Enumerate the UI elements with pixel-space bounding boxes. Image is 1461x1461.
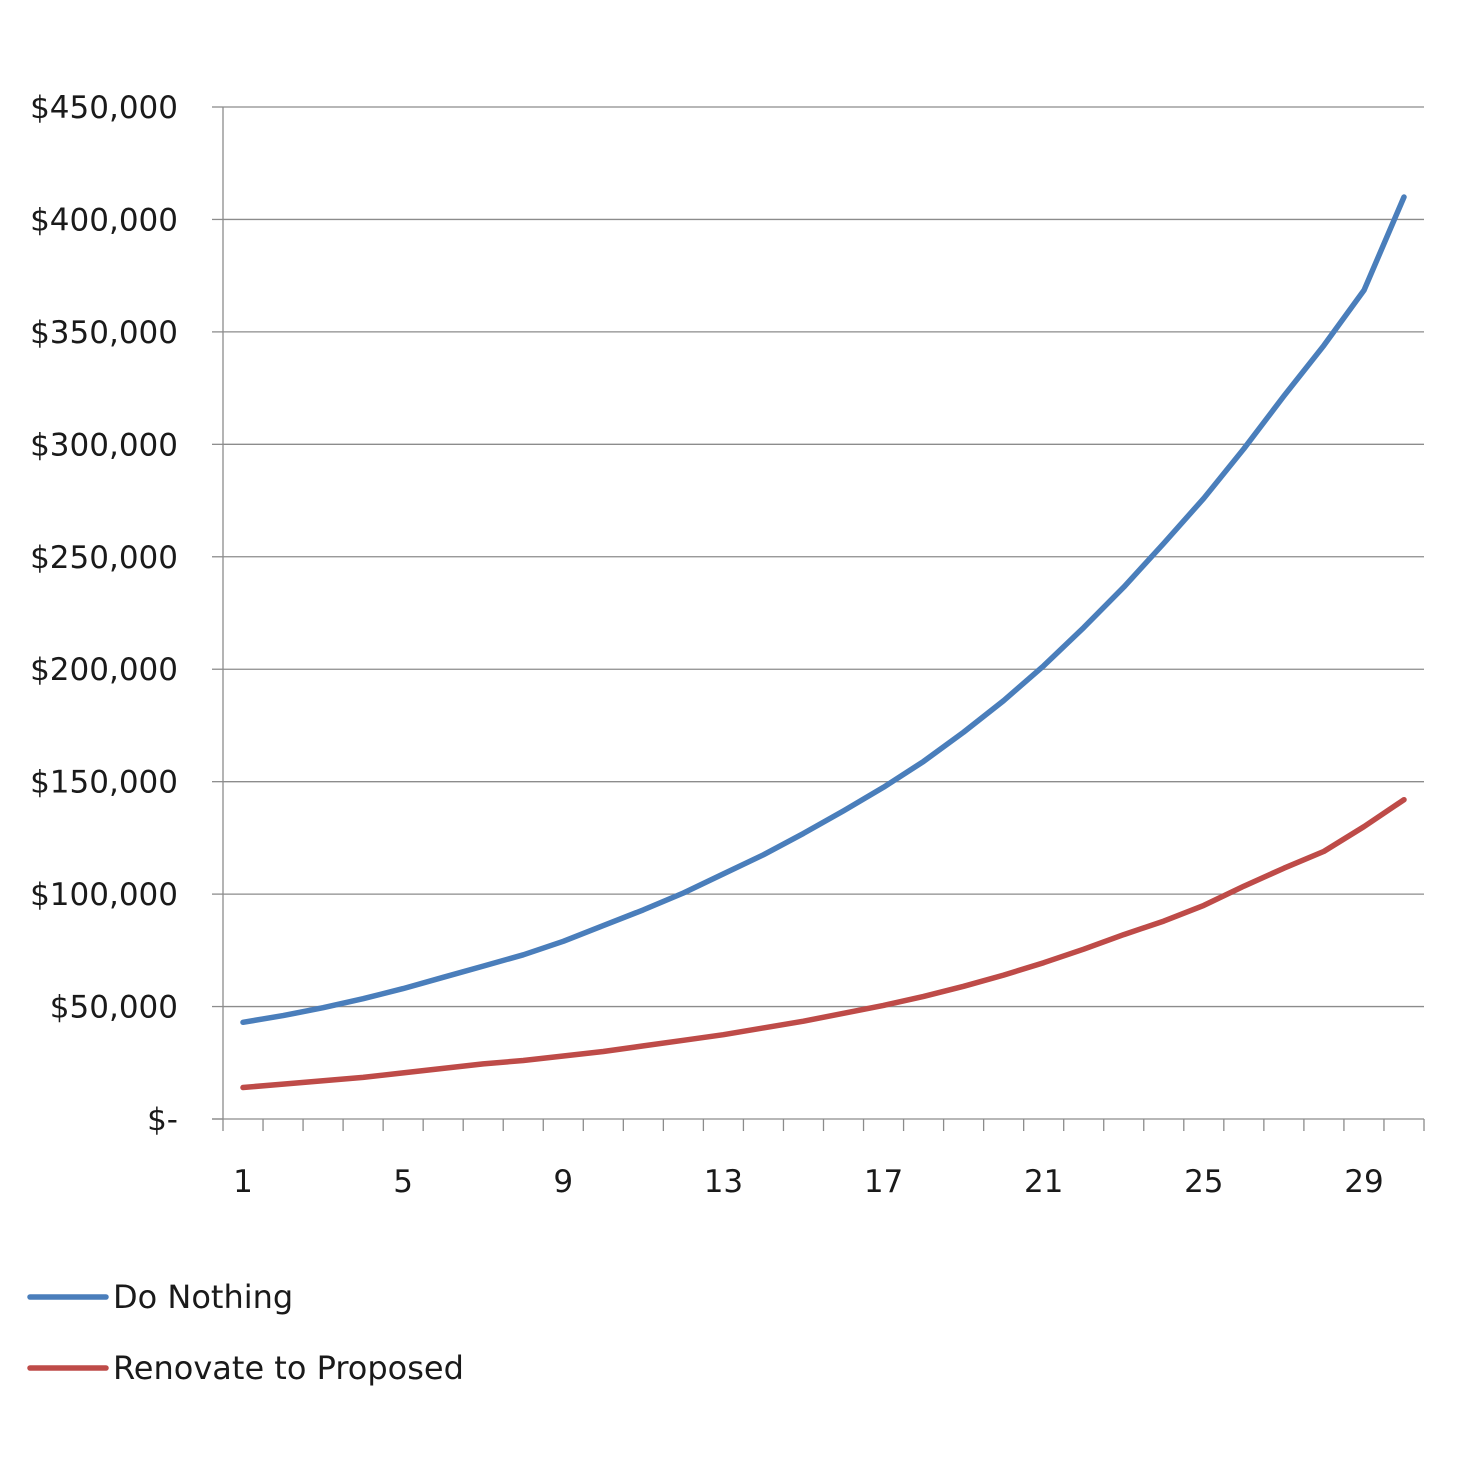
x-tick-label: 13 — [704, 1164, 743, 1200]
y-tick-label: $100,000 — [30, 877, 178, 913]
y-tick-label: $400,000 — [30, 202, 178, 238]
y-tick-label: $300,000 — [30, 427, 178, 463]
series-line-renovate-to-proposed — [240, 796, 1407, 1091]
x-tick-label: 21 — [1024, 1164, 1063, 1200]
series-line-do-nothing — [240, 194, 1407, 1026]
legend-label: Do Nothing — [113, 1278, 293, 1316]
x-tick-label: 9 — [553, 1164, 573, 1200]
y-tick-label: $450,000 — [30, 90, 178, 126]
y-axis-tick-labels: $- $50,000 $100,000 $150,000 $200,000 $250,00… — [30, 90, 178, 1138]
legend: Do Nothing Renovate to Proposed — [27, 1278, 464, 1387]
x-tick-label: 29 — [1344, 1164, 1383, 1200]
y-tick-label: $- — [147, 1102, 178, 1138]
series-lines — [240, 194, 1407, 1091]
x-tick-label: 1 — [233, 1164, 253, 1200]
gridlines — [223, 106, 1424, 1008]
x-tick-label: 25 — [1184, 1164, 1223, 1200]
x-axis-tick-labels: 1 5 9 13 17 21 25 29 — [233, 1164, 1384, 1200]
x-tick-label: 17 — [864, 1164, 903, 1200]
y-tick-label: $350,000 — [30, 315, 178, 351]
legend-label: Renovate to Proposed — [113, 1349, 464, 1387]
x-tick-label: 5 — [393, 1164, 413, 1200]
y-tick-label: $250,000 — [30, 540, 178, 576]
y-tick-label: $150,000 — [30, 765, 178, 801]
y-tick-label: $50,000 — [50, 990, 178, 1026]
axes — [212, 106, 1425, 1131]
y-tick-label: $200,000 — [30, 652, 178, 688]
